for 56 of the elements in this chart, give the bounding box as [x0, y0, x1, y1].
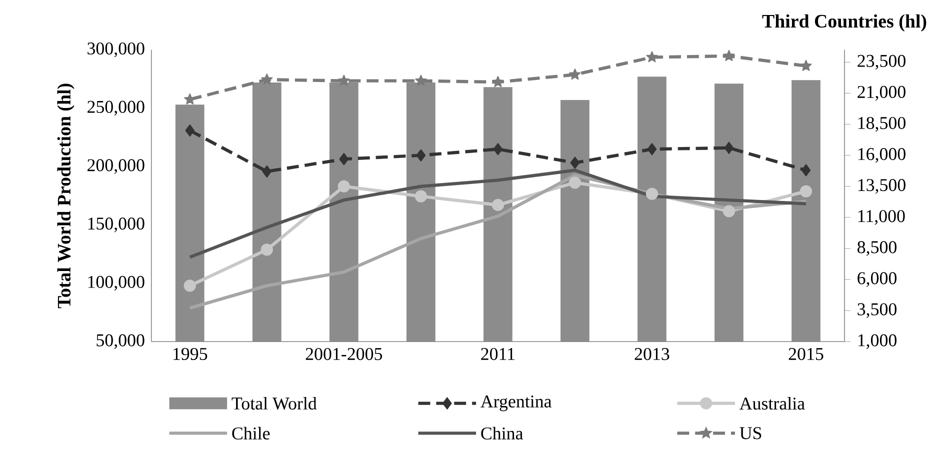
point: [801, 164, 811, 176]
point: [339, 152, 349, 166]
y2-tick-label: 6,000: [858, 272, 896, 287]
x-tick-label: 1995: [174, 348, 208, 360]
point: [338, 180, 350, 192]
point: [262, 165, 272, 178]
point: [338, 74, 350, 86]
point: [184, 280, 196, 292]
point: [261, 73, 273, 85]
y-tick-label: 300,000: [88, 42, 144, 58]
legend-label: Argentina: [480, 395, 552, 412]
legend-label: Total World: [232, 396, 317, 410]
point: [260, 244, 273, 256]
y2-tick-label: 21,000: [858, 86, 906, 101]
legend-label: US: [740, 427, 762, 440]
point: [569, 68, 581, 80]
point: [415, 74, 427, 86]
point: [493, 142, 503, 156]
point: [570, 156, 580, 169]
legend-label: Chile: [232, 426, 270, 440]
point: [416, 149, 426, 162]
point: [414, 190, 427, 202]
point: [800, 185, 812, 198]
x-tick-label: 2015: [788, 348, 824, 360]
point: [722, 205, 736, 218]
point: [492, 76, 504, 88]
point: [646, 51, 658, 62]
y2-axis-title: Third Countries (hl): [762, 14, 926, 32]
y-axis-title: Total World Production (hl): [57, 84, 74, 308]
y2-tick-label: 1,000: [858, 334, 896, 349]
point: [724, 142, 734, 154]
y2-tick-label: 18,500: [858, 116, 906, 132]
y-tick-label: 50,000: [96, 334, 144, 349]
legend-label: Australia: [740, 396, 805, 410]
y2-tick-label: 8,500: [858, 241, 896, 256]
x-tick-label: 2013: [634, 348, 670, 360]
point: [647, 142, 657, 156]
y-tick-label: 150,000: [88, 217, 144, 232]
point: [568, 176, 582, 189]
y2-tick-label: 11,000: [858, 210, 905, 225]
x-tick-label: 2001-2005: [306, 348, 382, 360]
legend-label: China: [481, 426, 523, 440]
point: [492, 198, 504, 212]
y2-tick-label: 23,500: [858, 54, 906, 70]
y-tick-label: 100,000: [88, 276, 144, 290]
x-tick-label: 2011: [481, 348, 514, 360]
y2-tick-label: 3,500: [858, 303, 896, 318]
y-tick-label: 200,000: [88, 159, 144, 174]
point: [723, 50, 735, 61]
point: [646, 188, 658, 200]
y-tick-label: 250,000: [88, 100, 144, 116]
point: [800, 60, 812, 71]
y2-tick-label: 16,000: [858, 148, 906, 163]
line-series: [188, 168, 808, 259]
y2-tick-label: 13,500: [858, 178, 906, 194]
point: [185, 124, 195, 137]
